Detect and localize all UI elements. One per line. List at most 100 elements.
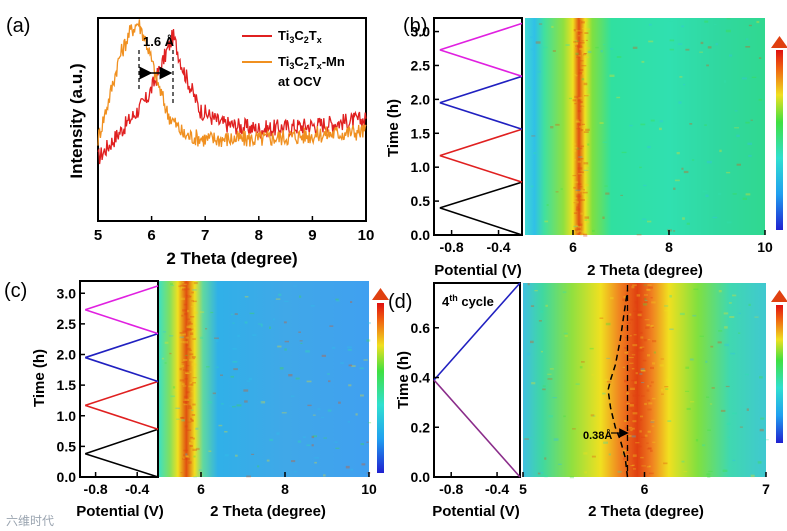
- heatmap-speck: [552, 397, 557, 399]
- heatmap-speck: [182, 457, 188, 460]
- heatmap-speck: [578, 223, 583, 226]
- heatmap-speck: [573, 225, 579, 228]
- panel-d-heatmap: [523, 283, 766, 477]
- heatmap-speck: [686, 222, 690, 225]
- heatmap-speck: [186, 309, 190, 313]
- heatmap-speck: [646, 324, 650, 327]
- heatmap-speck: [193, 282, 198, 285]
- heatmap-speck: [192, 366, 196, 369]
- heatmap-speck: [647, 408, 652, 411]
- heatmap-speck: [646, 389, 650, 392]
- heatmap-speck: [643, 294, 648, 296]
- heatmap-speck: [314, 457, 320, 459]
- panel-b-potential-lines: [439, 22, 523, 236]
- potential-segment: [84, 285, 159, 311]
- heatmap-speck: [544, 475, 548, 478]
- heatmap-speck: [573, 39, 578, 42]
- heatmap-speck: [182, 457, 185, 459]
- heatmap-speck: [586, 93, 591, 96]
- heatmap-speck: [724, 326, 728, 329]
- heatmap-speck: [192, 357, 195, 360]
- panel-b: (b) 0.00.51.01.52.02.53.0 -0.8 -0.4 6 8 10 …: [385, 15, 787, 279]
- x-tick-label: 5: [519, 481, 527, 497]
- heatmap-speck: [329, 325, 334, 327]
- heatmap-speck: [744, 373, 749, 376]
- heatmap-speck: [640, 349, 644, 352]
- heatmap-speck: [718, 192, 722, 195]
- heatmap-speck: [587, 143, 590, 146]
- heatmap-speck: [190, 383, 194, 386]
- heatmap-speck: [629, 362, 634, 364]
- heatmap-speck: [606, 357, 611, 359]
- heatmap-speck: [648, 465, 651, 467]
- heatmap-speck: [187, 406, 192, 410]
- heatmap-speck: [272, 318, 275, 321]
- heatmap-speck: [585, 39, 588, 41]
- heatmap-speck: [651, 397, 656, 400]
- heatmap-speck: [754, 316, 759, 318]
- heatmap-speck: [175, 407, 180, 409]
- heatmap-speck: [307, 404, 312, 407]
- heatmap-speck: [632, 284, 637, 287]
- heatmap-speck: [581, 78, 585, 81]
- heatmap-speck: [637, 394, 640, 397]
- heatmap-speck: [575, 191, 581, 194]
- x-tick-label: 10: [757, 239, 773, 255]
- heatmap-speck: [181, 383, 185, 385]
- panel-d-colorbar: [776, 305, 783, 443]
- heatmap-speck: [624, 420, 628, 422]
- heatmap-speck: [625, 293, 628, 295]
- heatmap-speck: [277, 345, 282, 348]
- heatmap-speck: [647, 220, 652, 223]
- heatmap-speck: [182, 281, 185, 283]
- heatmap-speck: [692, 314, 697, 317]
- heatmap-speck: [230, 375, 234, 378]
- heatmap-speck: [644, 298, 647, 300]
- y-tick-label: 3.0: [57, 285, 77, 301]
- heatmap-speck: [189, 295, 192, 297]
- heatmap-speck: [686, 407, 691, 410]
- heatmap-speck: [191, 475, 195, 478]
- heatmap-speck: [581, 52, 585, 55]
- heatmap-speck: [632, 464, 635, 466]
- heatmap-speck: [580, 103, 584, 105]
- heatmap-speck: [679, 76, 683, 78]
- heatmap-speck: [585, 221, 590, 224]
- heatmap-speck: [187, 347, 191, 351]
- heatmap-speck: [527, 283, 530, 286]
- heatmap-speck: [366, 441, 369, 443]
- heatmap-speck: [602, 216, 605, 219]
- heatmap-speck: [654, 78, 659, 81]
- heatmap-speck: [623, 420, 627, 422]
- x-tick-label: 6: [569, 239, 577, 255]
- heatmap-speck: [185, 343, 189, 347]
- heatmap-speck: [623, 457, 626, 460]
- heatmap-speck: [350, 301, 353, 303]
- heatmap-speck: [759, 376, 763, 379]
- series-line-ti3c2tx: [97, 28, 367, 165]
- x-tick-label: 6: [197, 481, 205, 497]
- heatmap-speck: [332, 346, 336, 349]
- heatmap-speck: [585, 128, 590, 131]
- heatmap-speck: [644, 319, 650, 321]
- heatmap-speck: [572, 176, 576, 179]
- heatmap-speck: [523, 436, 528, 439]
- heatmap-speck: [180, 472, 183, 475]
- panel-d-theta-xticks: 5 6 7: [519, 472, 770, 497]
- panel-c-potential-lines: [84, 285, 159, 478]
- heatmap-speck: [579, 48, 584, 51]
- heatmap-speck: [652, 362, 656, 365]
- heatmap-speck: [192, 448, 197, 451]
- heatmap-speck: [224, 454, 229, 457]
- heatmap-speck: [581, 130, 587, 132]
- heatmap-speck: [669, 295, 672, 298]
- y-tick-label: 1.5: [411, 125, 431, 141]
- heatmap-speck: [726, 422, 731, 425]
- heatmap-speck: [537, 70, 541, 73]
- panel-d-colorbar-arrow-icon: [771, 290, 787, 302]
- heatmap-speck: [185, 453, 188, 456]
- heatmap-speck: [164, 362, 167, 364]
- heatmap-speck: [724, 80, 726, 83]
- heatmap-speck: [648, 23, 652, 26]
- heatmap-speck: [650, 421, 655, 423]
